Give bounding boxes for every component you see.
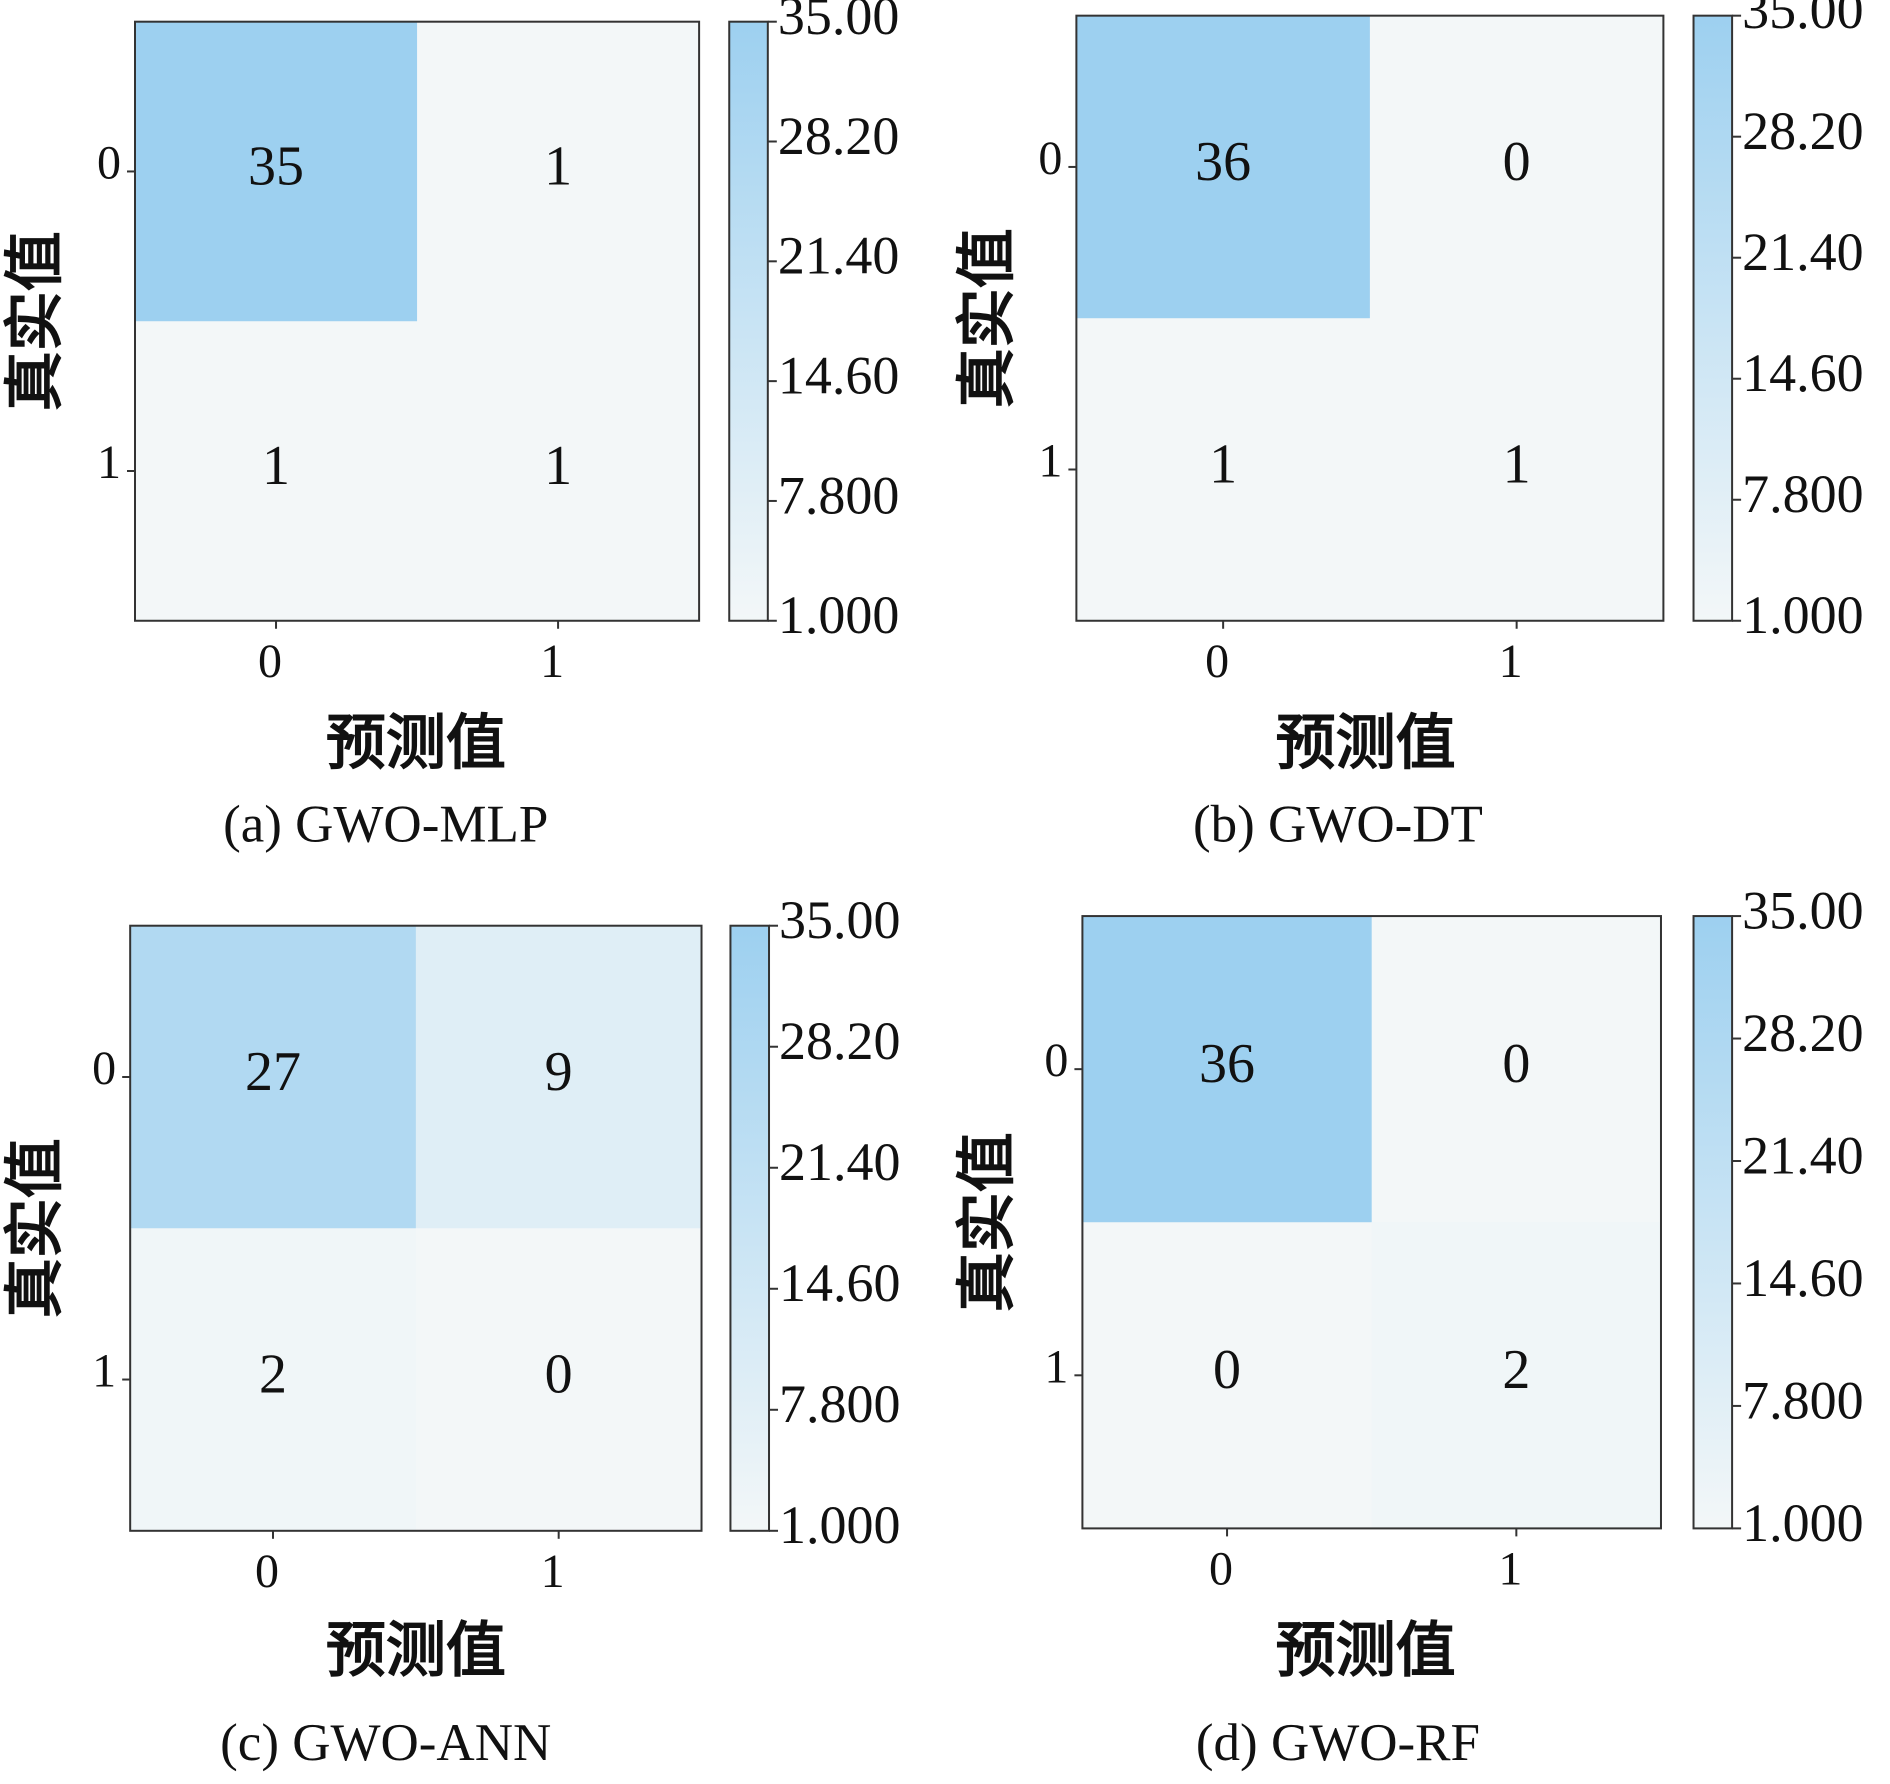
heatmap-cell [415, 1228, 703, 1532]
panel-caption: (b) GWO-DT [1193, 795, 1483, 853]
colorbar-tick-label: 35.00 [1742, 0, 1864, 40]
colorbar-tick-label: 7.800 [1742, 1370, 1864, 1430]
x-tick-label: 0 [1209, 1542, 1233, 1595]
cell-value: 2 [259, 1343, 287, 1405]
y-tick-label: 1 [1044, 1340, 1068, 1393]
colorbar-tick-label: 7.800 [778, 465, 900, 525]
colorbar-tick-label: 35.00 [779, 890, 901, 950]
x-tick-label: 0 [1205, 635, 1229, 688]
heatmap-cell [417, 21, 700, 322]
colorbar-tick-label: 7.800 [1742, 464, 1864, 524]
y-axis-label: 真实值 [955, 1132, 1021, 1312]
x-tick-label: 1 [1499, 635, 1523, 688]
heatmap-cell [135, 321, 418, 622]
heatmap-cell [1369, 318, 1664, 622]
x-tick-label: 1 [541, 1545, 565, 1598]
plot-frame [134, 20, 701, 622]
colorbar-tick-label: 1.000 [1742, 1493, 1864, 1553]
cell-value: 1 [262, 435, 290, 497]
colorbar-tick-label: 35.00 [778, 0, 900, 46]
cell-value: 0 [1503, 131, 1531, 193]
colorbar-tick-label: 1.000 [779, 1495, 901, 1555]
x-tick-label: 0 [258, 635, 282, 688]
x-axis-label: 预测值 [1276, 710, 1456, 776]
colorbar-tick-label: 21.40 [1742, 1125, 1864, 1185]
colorbar-tick-label: 21.40 [779, 1132, 901, 1192]
y-tick-label: 0 [92, 1042, 116, 1095]
colorbar-tick-label: 28.20 [1742, 1003, 1864, 1063]
colorbar [729, 924, 771, 1532]
heatmap-cell [135, 21, 418, 322]
y-axis-label: 真实值 [3, 231, 69, 411]
y-axis-label: 真实值 [3, 1138, 69, 1318]
y-tick-label: 1 [92, 1345, 116, 1398]
cell-value: 0 [1502, 1033, 1530, 1095]
heatmap-cell [417, 321, 700, 622]
cell-value: 1 [544, 135, 572, 197]
panel-caption: (c) GWO-ANN [220, 1714, 551, 1772]
plot-frame [1081, 915, 1662, 1530]
colorbar-tick-label: 7.800 [779, 1374, 901, 1434]
heatmap-cell [415, 925, 703, 1229]
plot-frame [1075, 14, 1665, 622]
x-tick-label: 1 [540, 635, 564, 688]
colorbar-tick-label: 28.20 [779, 1011, 901, 1071]
colorbar [1692, 14, 1734, 622]
colorbar-tick-label: 28.20 [1742, 101, 1864, 161]
cell-value: 0 [1213, 1339, 1241, 1401]
cell-value: 36 [1195, 131, 1251, 193]
y-tick-label: 0 [1044, 1034, 1068, 1087]
x-axis-label: 预测值 [1276, 1618, 1456, 1684]
heatmap-cell [1371, 916, 1662, 1223]
colorbar-tick-label: 14.60 [778, 346, 900, 406]
cell-value: 36 [1199, 1033, 1255, 1095]
cell-value: 1 [1503, 433, 1531, 495]
colorbar-tick-label: 21.40 [778, 226, 900, 286]
cell-value: 0 [545, 1343, 573, 1405]
colorbar-tick-label: 1.000 [1742, 585, 1864, 645]
heatmap-cell [130, 1228, 417, 1532]
colorbar [728, 20, 769, 622]
heatmap-cell [130, 925, 417, 1229]
colorbar-tick-label: 14.60 [779, 1253, 901, 1313]
colorbar-tick-label: 14.60 [1742, 343, 1864, 403]
colorbar-tick-label: 35.00 [1742, 880, 1864, 940]
heatmap-cell [1076, 15, 1371, 319]
cell-value: 9 [545, 1041, 573, 1103]
colorbar-tick-label: 28.20 [778, 106, 900, 166]
x-tick-label: 0 [255, 1545, 279, 1598]
x-tick-label: 1 [1498, 1542, 1522, 1595]
heatmap-cell [1076, 318, 1371, 622]
heatmap-cell [1082, 916, 1373, 1223]
heatmap-cell [1082, 1222, 1373, 1529]
heatmap-cell [1369, 15, 1664, 319]
x-axis-label: 预测值 [326, 1618, 506, 1684]
y-tick-label: 1 [97, 436, 121, 489]
cell-value: 1 [544, 435, 572, 497]
y-tick-label: 1 [1038, 435, 1062, 488]
y-axis-label: 真实值 [955, 228, 1021, 408]
y-tick-label: 0 [1038, 132, 1062, 185]
x-axis-label: 预测值 [326, 710, 506, 776]
panel-caption: (d) GWO-RF [1196, 1714, 1480, 1772]
colorbar [1692, 915, 1734, 1530]
cell-value: 1 [1209, 433, 1237, 495]
plot-frame [129, 924, 703, 1532]
cell-value: 35 [248, 135, 304, 197]
colorbar-tick-label: 21.40 [1742, 222, 1864, 282]
panel-caption: (a) GWO-MLP [223, 795, 548, 853]
cell-value: 27 [245, 1041, 301, 1103]
colorbar-tick-label: 1.000 [778, 585, 900, 645]
colorbar-tick-label: 14.60 [1742, 1248, 1864, 1308]
cell-value: 2 [1502, 1339, 1530, 1401]
heatmap-cell [1371, 1222, 1662, 1529]
y-tick-label: 0 [97, 136, 121, 189]
